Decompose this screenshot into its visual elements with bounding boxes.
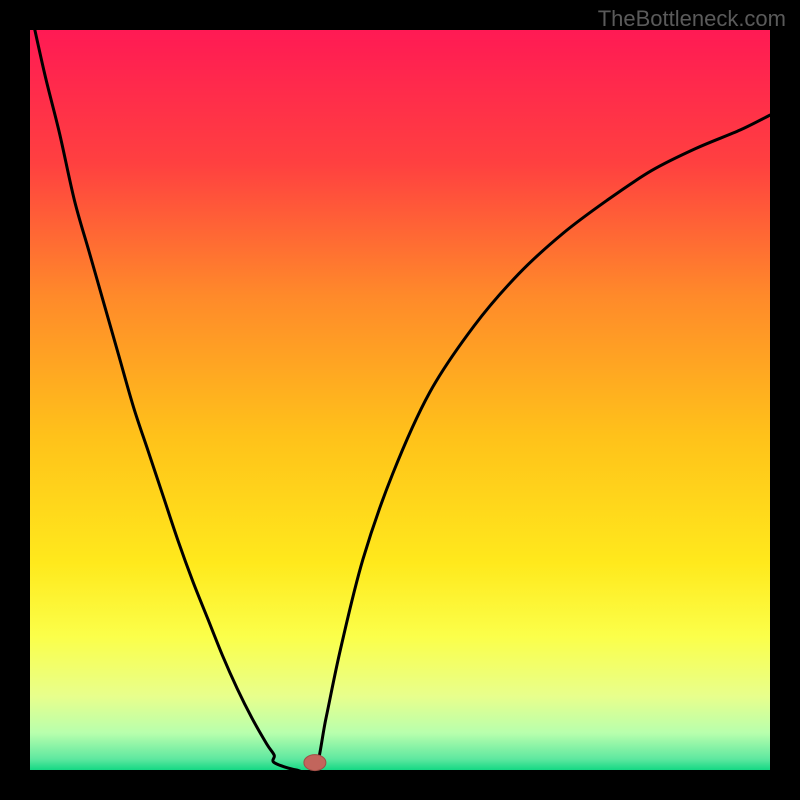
plot-background — [30, 30, 770, 770]
watermark-text: TheBottleneck.com — [598, 6, 786, 32]
minimum-marker — [304, 755, 326, 771]
chart-container: TheBottleneck.com — [0, 0, 800, 800]
bottleneck-chart — [0, 0, 800, 800]
